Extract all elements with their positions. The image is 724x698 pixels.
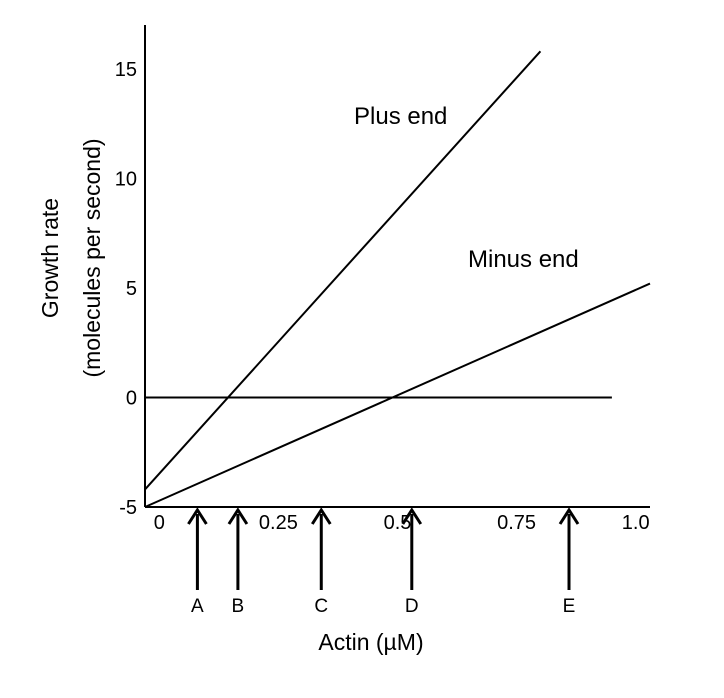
x-tick-label: 1.0 [622, 512, 650, 534]
plus-end-line [144, 50, 542, 491]
arrow-label: C [314, 596, 328, 617]
y-axis-title-line2: (molecules per second) [79, 138, 105, 377]
minus-end-line [144, 282, 651, 508]
series-label: Minus end [468, 246, 579, 273]
series-lines [144, 50, 651, 508]
arrow-head [311, 507, 332, 525]
x-tick-label: 0.5 [384, 512, 412, 534]
y-tick-label: -5 [119, 497, 137, 519]
labels: Plus end Minus end Actin (µM) Growth rate (m… [37, 103, 579, 655]
y-tick-label: 15 [115, 59, 137, 81]
y-tick-label: 0 [126, 387, 137, 409]
arrow-head [558, 507, 580, 525]
x-tick-label: 0 [154, 512, 165, 534]
concentration-arrows: A B C D E [187, 507, 580, 617]
arrow-head [401, 507, 423, 525]
arrow-label: A [191, 596, 204, 617]
x-axis-title: Actin (µM) [318, 629, 423, 655]
arrow-label: E [563, 596, 576, 617]
x-tick-label: 0.25 [259, 512, 298, 534]
y-tick-label: 10 [115, 168, 137, 190]
y-tick-label: 5 [126, 278, 137, 300]
arrow-head [187, 507, 208, 525]
axes: 15 10 5 0 -5 0 0.25 0.5 0.75 1.0 [115, 25, 650, 534]
arrow-head [227, 507, 249, 525]
y-axis-title: Growth rate (molecules per second) [37, 138, 105, 377]
y-axis-title-line1: Growth rate [37, 198, 63, 318]
x-tick-label: 0.75 [497, 512, 536, 534]
series-label: Plus end [354, 103, 447, 130]
arrow-label: D [405, 596, 419, 617]
arrow-label: B [232, 596, 245, 617]
